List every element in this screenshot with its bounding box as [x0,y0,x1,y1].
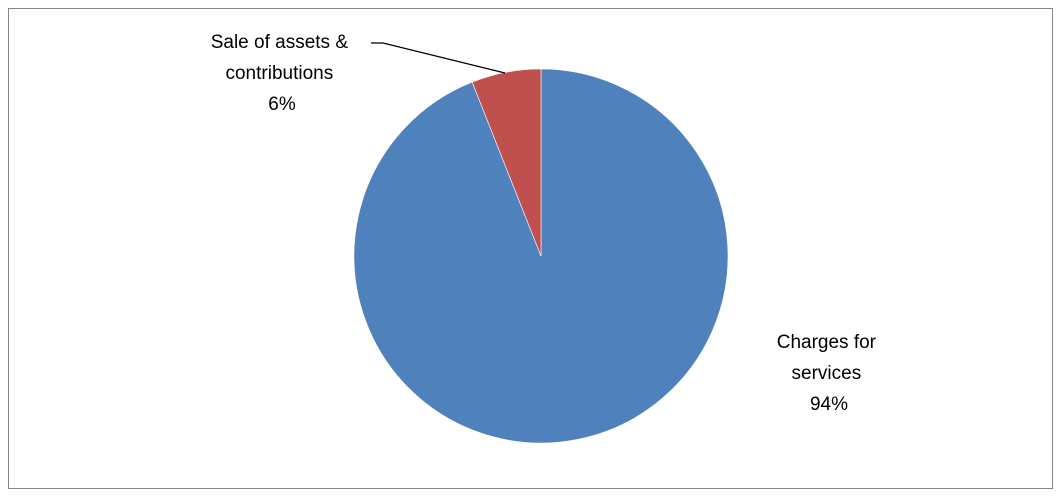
pie-slice-sale-of-assets-contributions [471,68,542,257]
data-label-sale-of-assets-percent: 6% [268,94,296,115]
data-label-sale-of-assets: Sale of assets & contributions 6% [211,32,354,115]
data-label-charges-line2: services [792,363,862,384]
data-label-charges-percent: 94% [810,394,848,415]
pie-slices [353,68,729,444]
data-label-sale-of-assets-line2: contributions [225,63,333,84]
data-label-charges-for-services: Charges for services 94% [777,332,882,415]
leader-line-sale-of-assets [371,42,506,74]
data-label-sale-of-assets-line1: Sale of assets & [211,32,349,53]
data-label-charges-line1: Charges for [777,332,877,353]
